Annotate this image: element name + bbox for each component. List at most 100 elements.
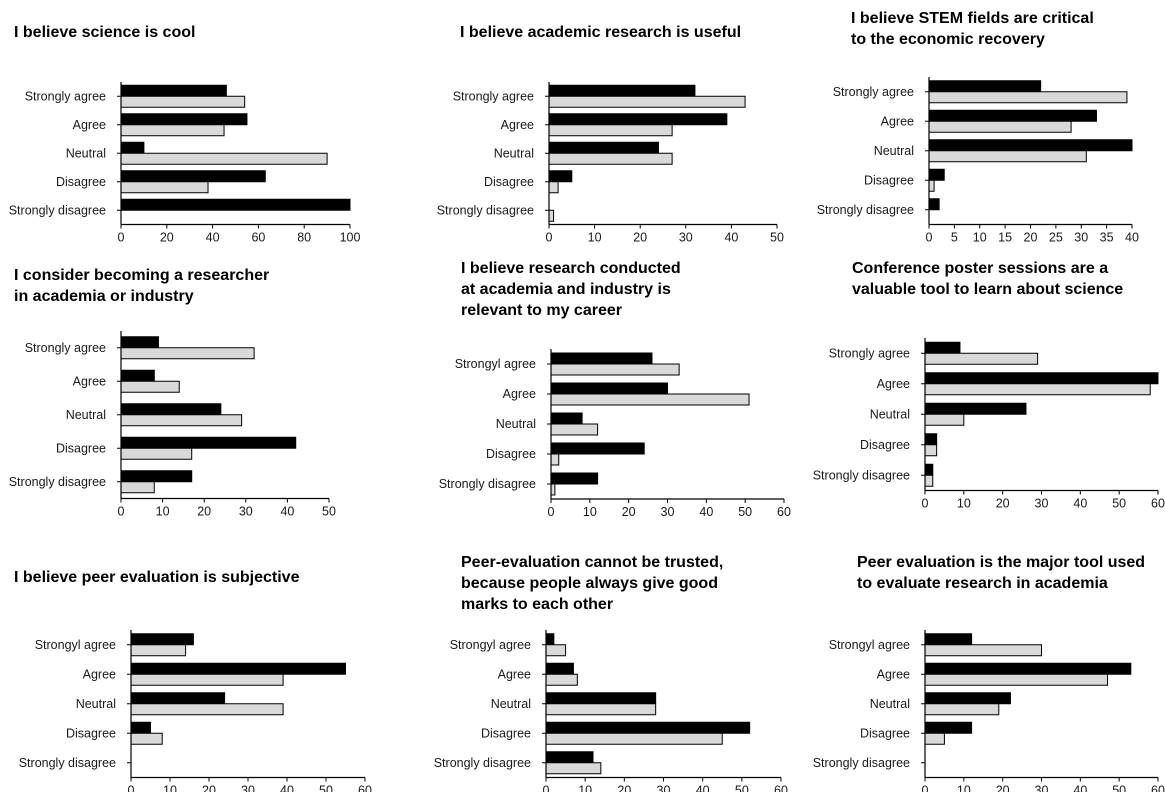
x-tick-label: 40 xyxy=(280,784,294,792)
x-tick-label: 15 xyxy=(998,231,1012,245)
x-tick-label: 20 xyxy=(996,497,1010,511)
category-label: Disagree xyxy=(56,175,106,189)
bar-dark xyxy=(924,433,938,446)
bar-dark xyxy=(924,721,973,734)
bar-light xyxy=(550,363,680,376)
x-tick-label: 30 xyxy=(657,784,671,792)
category-label: Neutral xyxy=(76,697,116,711)
x-tick-label: 40 xyxy=(699,505,713,519)
bar-dark xyxy=(120,141,145,154)
x-tick-label: 20 xyxy=(197,505,211,519)
bar-light xyxy=(550,453,560,466)
bar-dark xyxy=(928,80,1042,93)
x-tick-label: 20 xyxy=(617,784,631,792)
x-tick-label: 0 xyxy=(543,784,550,792)
bar-light xyxy=(924,644,1042,657)
chart-title: I believe peer evaluation is subjective xyxy=(14,569,300,586)
x-tick-label: 0 xyxy=(926,231,933,245)
bar-dark xyxy=(120,336,159,349)
category-label: Disagree xyxy=(860,726,910,740)
x-tick-label: 25 xyxy=(1049,231,1063,245)
bar-light xyxy=(120,152,328,165)
bar-dark xyxy=(548,84,696,97)
bar-dark xyxy=(550,382,668,395)
bar-dark xyxy=(924,402,1027,415)
bar-light xyxy=(545,644,567,657)
x-tick-label: 50 xyxy=(1112,784,1126,792)
category-label: Agree xyxy=(503,387,536,401)
category-label: Strongly agree xyxy=(25,89,106,103)
x-tick-label: 40 xyxy=(696,784,710,792)
category-label: Disagree xyxy=(56,441,106,455)
bar-dark xyxy=(550,412,583,425)
bar-light xyxy=(924,474,934,487)
bar-light xyxy=(545,762,602,775)
bar-dark xyxy=(120,84,227,97)
x-tick-label: 40 xyxy=(206,231,220,245)
x-tick-label: 5 xyxy=(951,231,958,245)
x-tick-label: 60 xyxy=(358,784,372,792)
x-tick-label: 30 xyxy=(241,784,255,792)
bar-light xyxy=(120,414,243,427)
x-tick-label: 0 xyxy=(922,784,929,792)
bar-dark xyxy=(545,633,555,646)
bar-light xyxy=(548,181,559,194)
bar-dark xyxy=(120,170,266,183)
x-tick-label: 20 xyxy=(160,231,174,245)
x-tick-label: 30 xyxy=(679,231,693,245)
category-label: Disagree xyxy=(864,173,914,187)
bar-dark xyxy=(924,341,961,354)
chart-title: Peer evaluation is the major tool used t… xyxy=(857,554,1146,592)
x-tick-label: 10 xyxy=(957,784,971,792)
category-label: Agree xyxy=(498,667,531,681)
bar-dark xyxy=(120,369,155,382)
category-label: Strongly disagree xyxy=(813,756,910,770)
category-label: Strongly disagree xyxy=(817,203,914,217)
x-tick-label: 20 xyxy=(633,231,647,245)
bar-dark xyxy=(548,141,659,154)
category-label: Neutral xyxy=(491,697,531,711)
x-tick-label: 0 xyxy=(118,505,125,519)
x-tick-label: 50 xyxy=(1112,497,1126,511)
x-tick-label: 10 xyxy=(583,505,597,519)
bar-dark xyxy=(928,139,1133,152)
bar-dark xyxy=(120,436,297,449)
x-tick-label: 60 xyxy=(1151,784,1165,792)
category-label: Strongly disagree xyxy=(439,477,536,491)
category-label: Neutral xyxy=(66,146,106,160)
bar-light xyxy=(548,124,673,137)
x-tick-label: 35 xyxy=(1100,231,1114,245)
x-tick-label: 60 xyxy=(251,231,265,245)
x-tick-label: 50 xyxy=(770,231,784,245)
category-label: Agree xyxy=(877,667,910,681)
bar-dark xyxy=(928,109,1097,122)
category-label: Agree xyxy=(73,374,106,388)
chart-title: Peer-evaluation cannot be trusted, becau… xyxy=(461,554,724,613)
x-tick-label: 20 xyxy=(1024,231,1038,245)
bar-light xyxy=(120,181,209,194)
bar-light xyxy=(130,644,187,657)
category-label: Strongly agree xyxy=(829,346,910,360)
bar-dark xyxy=(550,472,599,485)
bar-dark xyxy=(130,721,151,734)
bar-dark xyxy=(545,751,594,764)
chart-title: I believe science is cool xyxy=(14,24,196,41)
bar-dark xyxy=(120,113,248,126)
x-tick-label: 0 xyxy=(118,231,125,245)
bar-dark xyxy=(130,692,226,705)
bar-light xyxy=(120,347,255,360)
bar-dark xyxy=(924,372,1159,385)
category-label: Strongyl agree xyxy=(829,638,910,652)
category-label: Disagree xyxy=(486,447,536,461)
bar-light xyxy=(550,423,599,436)
x-tick-label: 0 xyxy=(548,505,555,519)
category-label: Strongyl agree xyxy=(455,357,536,371)
bar-dark xyxy=(924,633,973,646)
category-label: Strongly disagree xyxy=(9,475,106,489)
